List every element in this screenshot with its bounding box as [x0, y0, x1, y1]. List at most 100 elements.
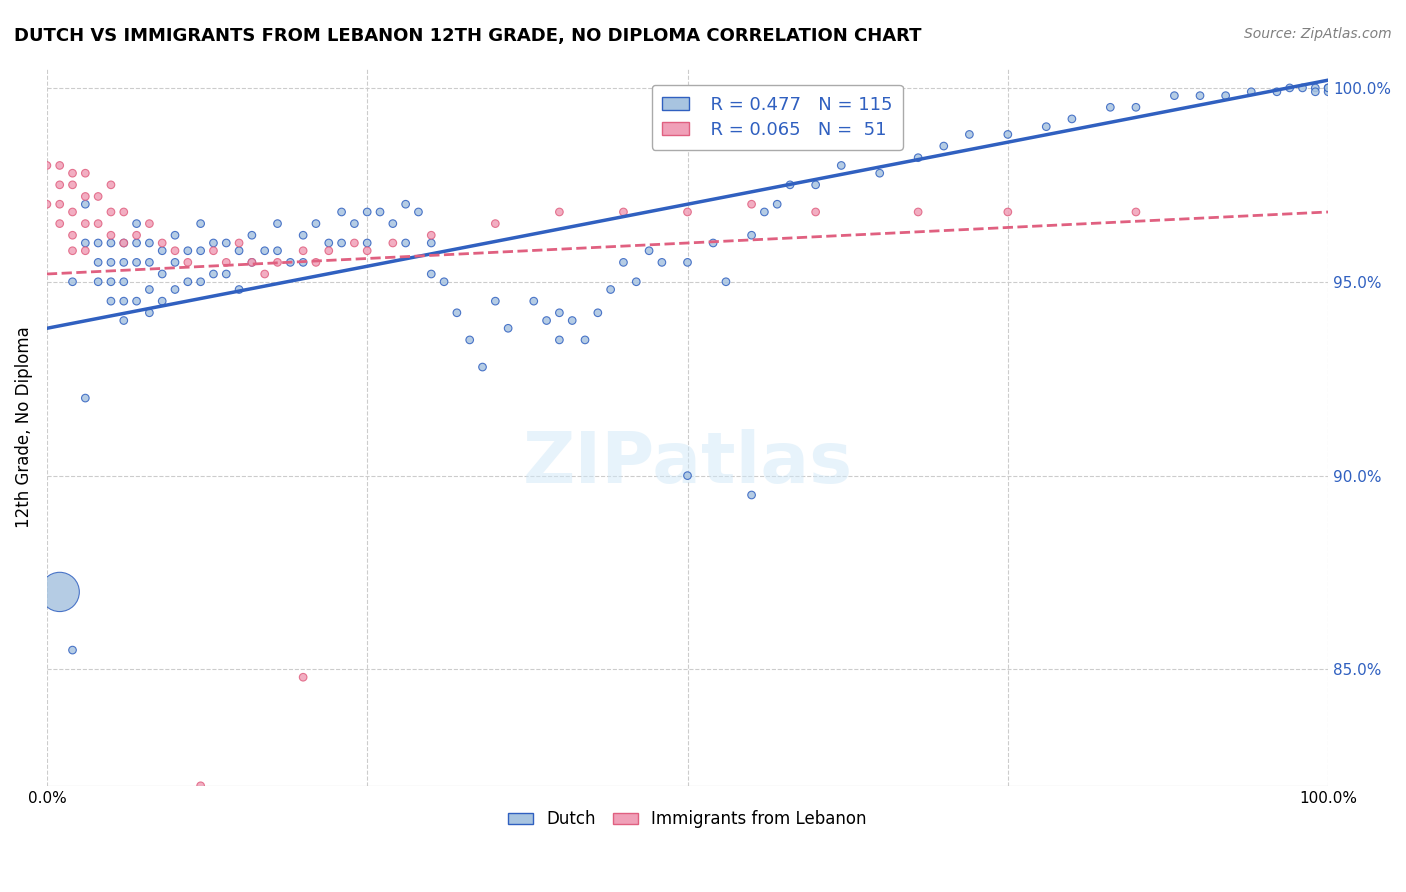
Point [676, 468, 699, 483]
Point [75, 166, 97, 180]
Point [330, 205, 353, 219]
Point [112, 275, 135, 289]
Point [779, 178, 801, 192]
Point [112, 255, 135, 269]
Point [356, 244, 378, 258]
Point [240, 255, 263, 269]
Point [48, 197, 70, 211]
Point [163, 228, 186, 243]
Point [48, 178, 70, 192]
Point [368, 205, 391, 219]
Point [228, 283, 250, 297]
Point [266, 217, 288, 231]
Point [754, 205, 776, 219]
Point [318, 244, 340, 258]
Point [266, 244, 288, 258]
Point [112, 235, 135, 250]
Point [253, 267, 276, 281]
Point [125, 217, 148, 231]
Point [100, 228, 122, 243]
Point [228, 244, 250, 258]
Point [100, 294, 122, 309]
Point [202, 235, 225, 250]
Point [240, 228, 263, 243]
Point [907, 151, 929, 165]
Point [1099, 100, 1122, 114]
Point [484, 217, 506, 231]
Point [1188, 88, 1211, 103]
Point [100, 235, 122, 250]
Point [48, 217, 70, 231]
Point [100, 275, 122, 289]
Point [395, 235, 418, 250]
Point [586, 306, 609, 320]
Point [62, 228, 84, 243]
Point [112, 294, 135, 309]
Point [612, 255, 634, 269]
Point [869, 166, 891, 180]
Point [125, 294, 148, 309]
Point [62, 205, 84, 219]
Point [318, 235, 340, 250]
Point [62, 643, 84, 657]
Point [150, 294, 173, 309]
Point [190, 244, 212, 258]
Point [997, 205, 1019, 219]
Point [548, 306, 571, 320]
Point [638, 244, 661, 258]
Point [75, 217, 97, 231]
Point [626, 275, 648, 289]
Point [932, 139, 955, 153]
Point [612, 205, 634, 219]
Point [35, 158, 58, 172]
Point [1291, 81, 1313, 95]
Point [523, 294, 546, 309]
Point [177, 275, 200, 289]
Point [138, 306, 160, 320]
Point [1305, 85, 1327, 99]
Point [215, 255, 238, 269]
Point [1317, 81, 1340, 95]
Point [100, 255, 122, 269]
Point [305, 255, 328, 269]
Point [446, 306, 468, 320]
Point [240, 255, 263, 269]
Point [561, 313, 583, 327]
Point [177, 255, 200, 269]
Point [100, 205, 122, 219]
Point [676, 255, 699, 269]
Point [433, 275, 456, 289]
Point [253, 244, 276, 258]
Point [87, 255, 110, 269]
Text: ZIPatlas: ZIPatlas [523, 428, 852, 498]
Point [190, 217, 212, 231]
Point [714, 275, 737, 289]
Point [548, 333, 571, 347]
Point [536, 313, 558, 327]
Point [112, 235, 135, 250]
Point [599, 283, 621, 297]
Point [62, 178, 84, 192]
Point [496, 321, 519, 335]
Legend: Dutch, Immigrants from Lebanon: Dutch, Immigrants from Lebanon [502, 804, 873, 835]
Point [356, 205, 378, 219]
Point [356, 235, 378, 250]
Point [1125, 205, 1147, 219]
Point [574, 333, 596, 347]
Point [75, 189, 97, 203]
Point [75, 244, 97, 258]
Point [150, 267, 173, 281]
Point [343, 217, 366, 231]
Point [125, 255, 148, 269]
Point [190, 275, 212, 289]
Point [702, 235, 724, 250]
Point [215, 235, 238, 250]
Point [1305, 81, 1327, 95]
Point [125, 235, 148, 250]
Point [112, 205, 135, 219]
Point [804, 178, 827, 192]
Point [1265, 85, 1288, 99]
Point [62, 244, 84, 258]
Point [278, 255, 301, 269]
Point [190, 779, 212, 793]
